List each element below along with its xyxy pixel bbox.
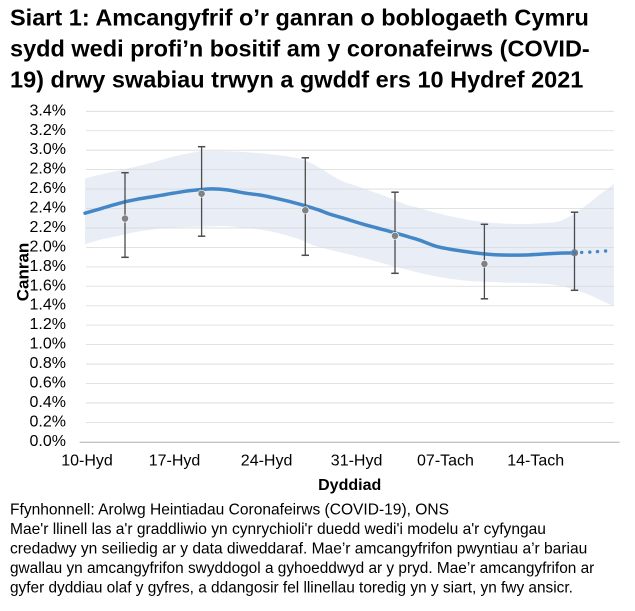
svg-text:Canran: Canran — [14, 243, 33, 302]
svg-text:3.0%: 3.0% — [30, 141, 66, 158]
svg-text:2.2%: 2.2% — [30, 219, 66, 236]
svg-text:3.4%: 3.4% — [30, 102, 66, 119]
svg-text:0.2%: 0.2% — [30, 413, 66, 430]
svg-text:24-Hyd: 24-Hyd — [241, 453, 293, 470]
svg-text:2.6%: 2.6% — [30, 180, 66, 197]
svg-text:2.8%: 2.8% — [30, 161, 66, 178]
svg-text:2.0%: 2.0% — [30, 238, 66, 255]
svg-text:1.0%: 1.0% — [30, 336, 66, 353]
svg-text:Ffynhonnell: Arolwg Heintiadau: Ffynhonnell: Arolwg Heintiadau Coronafei… — [10, 502, 449, 519]
svg-text:2.4%: 2.4% — [30, 200, 66, 217]
svg-text:Mae'r llinell las a'r graddliw: Mae'r llinell las a'r graddliwio yn cynr… — [10, 521, 546, 538]
svg-text:17-Hyd: 17-Hyd — [149, 453, 201, 470]
svg-text:19) drwy swabiau trwyn a gwddf: 19) drwy swabiau trwyn a gwddf ers 10 Hy… — [10, 67, 583, 93]
svg-text:14-Tach: 14-Tach — [507, 453, 564, 470]
svg-text:3.2%: 3.2% — [30, 122, 66, 139]
svg-text:07-Tach: 07-Tach — [417, 453, 474, 470]
svg-text:gwallau yn amcangyfrifon swydd: gwallau yn amcangyfrifon swyddogol a gyh… — [10, 560, 594, 577]
svg-text:1.2%: 1.2% — [30, 316, 66, 333]
svg-text:Dyddiad: Dyddiad — [318, 477, 381, 494]
svg-text:10-Hyd: 10-Hyd — [61, 453, 113, 470]
svg-text:0.8%: 0.8% — [30, 355, 66, 372]
svg-text:0.6%: 0.6% — [30, 375, 66, 392]
svg-text:credadwy yn seiliedig ar y dat: credadwy yn seiliedig ar y data diweddar… — [10, 541, 587, 558]
svg-text:1.4%: 1.4% — [30, 297, 66, 314]
svg-text:0.0%: 0.0% — [30, 433, 66, 450]
svg-text:Siart 1: Amcangyfrif o’r ganra: Siart 1: Amcangyfrif o’r ganran o boblog… — [10, 5, 589, 31]
svg-text:sydd wedi profi’n bositif am y: sydd wedi profi’n bositif am y coronafei… — [10, 36, 590, 62]
svg-text:0.4%: 0.4% — [30, 394, 66, 411]
svg-text:1.6%: 1.6% — [30, 277, 66, 294]
svg-text:31-Hyd: 31-Hyd — [331, 453, 383, 470]
svg-text:gyfer dyddiau olaf y gyfres, a: gyfer dyddiau olaf y gyfres, a ddangosir… — [10, 580, 573, 597]
svg-text:1.8%: 1.8% — [30, 258, 66, 275]
